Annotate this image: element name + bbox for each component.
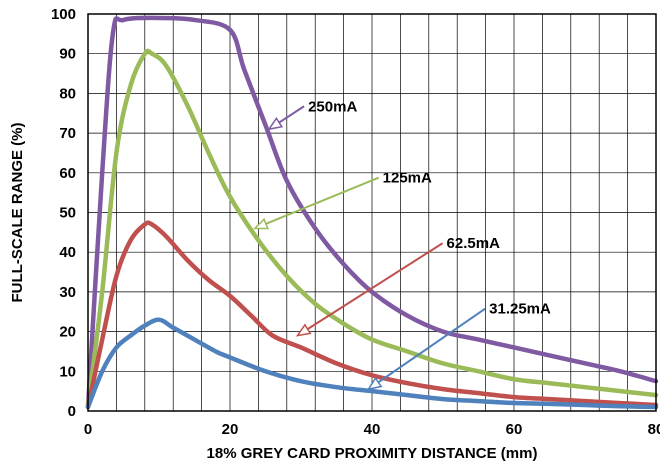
series-line-1 — [85, 48, 659, 410]
plot-frame — [87, 13, 657, 412]
annotation-arrow-1 — [265, 176, 380, 225]
x-tick-label: 60 — [506, 421, 523, 438]
y-tick-label: 80 — [59, 85, 76, 102]
y-tick-label: 10 — [59, 363, 76, 380]
y-tick-label: 60 — [59, 165, 76, 182]
y-tick-label: 30 — [59, 284, 76, 301]
annotations: 250mA 125mA 62.5mA 31.25mA — [253, 98, 551, 391]
y-tick-label: 20 — [59, 324, 76, 341]
y-tick-label: 100 — [51, 6, 76, 23]
y-tick-label: 70 — [59, 125, 76, 142]
x-tick-label: 80 — [648, 421, 660, 438]
annotation-arrow-0 — [278, 105, 305, 124]
series-lines — [85, 15, 659, 410]
annotation-arrowhead-0 — [267, 117, 284, 131]
y-tick-label: 0 — [68, 403, 76, 420]
x-axis-title: 18% GREY CARD PROXIMITY DISTANCE (mm) — [207, 445, 538, 462]
annotation-arrowhead-2 — [295, 323, 312, 337]
tick-labels: 0 10 20 30 40 50 60 70 80 90 100 0 20 40 60 80 — [51, 6, 660, 438]
y-tick-label: 40 — [59, 244, 76, 261]
x-tick-label: 20 — [222, 421, 239, 438]
annotation-label-0: 250mA — [308, 98, 357, 115]
y-tick-label: 50 — [59, 205, 76, 222]
annotation-arrow-3 — [377, 307, 486, 384]
annotation-arrow-2 — [307, 242, 444, 330]
annotation-arrowhead-1 — [253, 217, 269, 230]
annotation-label-1: 125mA — [383, 170, 432, 187]
annotation-label-3: 31.25mA — [489, 301, 551, 318]
y-axis-title: FULL-SCALE RANGE (%) — [9, 123, 26, 303]
series-line-2 — [85, 220, 659, 410]
x-tick-label: 40 — [364, 421, 381, 438]
series-line-3 — [85, 317, 659, 410]
series-line-0 — [85, 15, 659, 410]
annotation-label-2: 62.5mA — [447, 235, 501, 252]
x-tick-label: 0 — [84, 421, 92, 438]
y-tick-label: 90 — [59, 46, 76, 63]
annotation-arrowhead-3 — [366, 376, 383, 391]
